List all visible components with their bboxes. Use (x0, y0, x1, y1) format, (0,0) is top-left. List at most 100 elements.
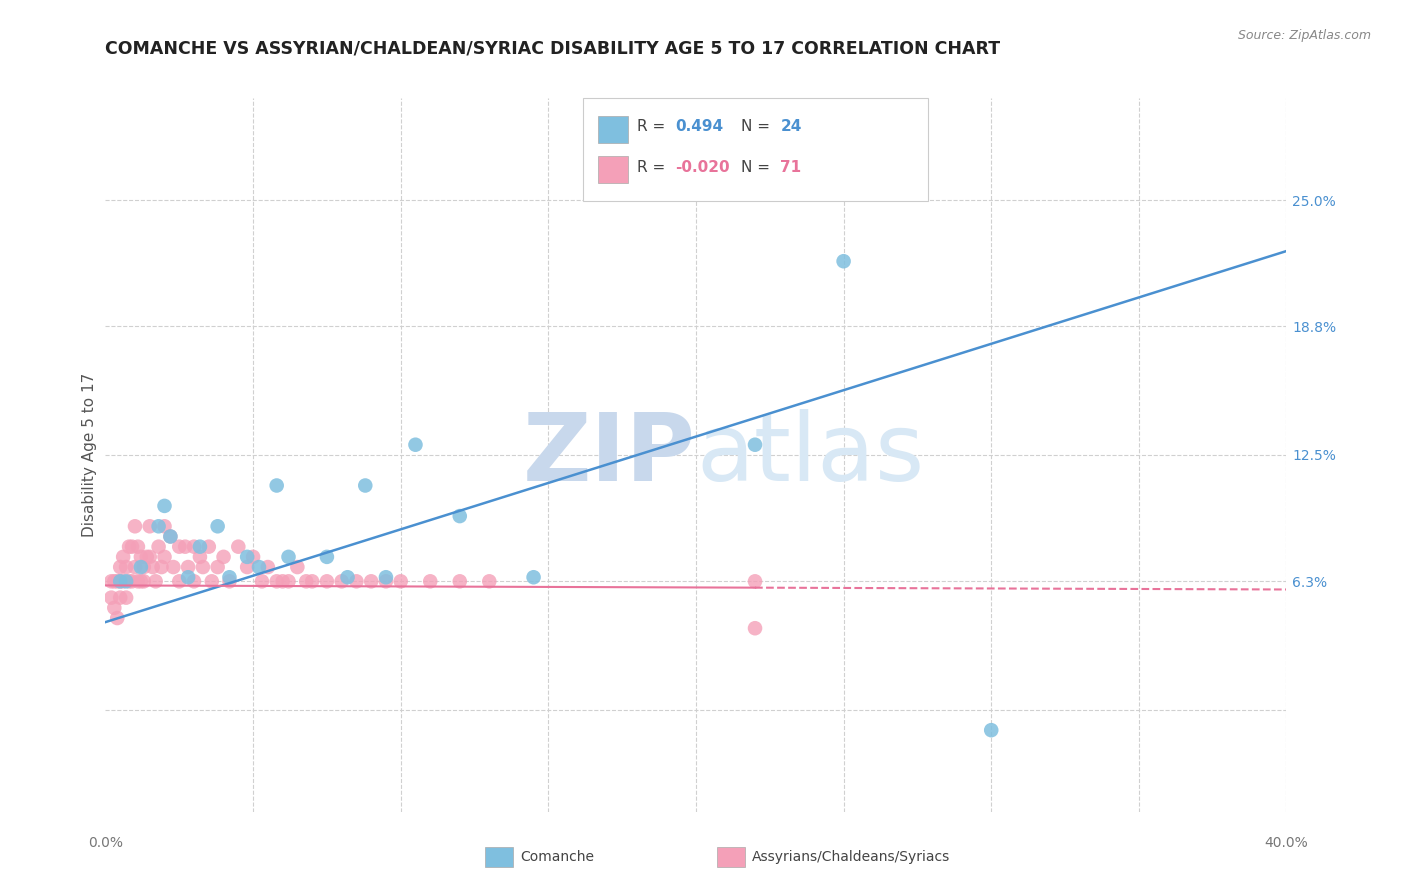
Point (218, 570, 240, 584)
Point (105, 574, 128, 589)
Text: COMANCHE VS ASSYRIAN/CHALDEAN/SYRIAC DISABILITY AGE 5 TO 17 CORRELATION CHART: COMANCHE VS ASSYRIAN/CHALDEAN/SYRIAC DIS… (105, 40, 1001, 58)
Point (150, 560, 173, 574)
Text: 71: 71 (780, 161, 801, 175)
Point (121, 574, 143, 589)
Point (103, 574, 125, 589)
Point (118, 574, 141, 589)
Point (832, 254, 855, 268)
Point (132, 560, 155, 574)
Point (115, 560, 138, 574)
Text: R =: R = (637, 161, 665, 175)
Point (207, 519, 229, 533)
Point (744, 621, 766, 635)
Point (112, 574, 135, 589)
Point (169, 540, 191, 554)
Point (129, 549, 152, 564)
Point (105, 611, 128, 625)
Point (419, 574, 441, 589)
Point (744, 438, 766, 452)
Point (153, 519, 176, 533)
Point (112, 549, 135, 564)
Point (449, 574, 471, 589)
Point (100, 574, 122, 589)
Point (100, 591, 122, 605)
Point (218, 574, 240, 589)
Point (191, 560, 214, 574)
Point (346, 574, 368, 589)
Point (132, 574, 155, 589)
Point (142, 560, 165, 574)
Point (145, 574, 167, 589)
Point (201, 574, 224, 589)
Point (135, 549, 157, 564)
Text: 0.494: 0.494 (675, 120, 723, 134)
Point (266, 574, 288, 589)
Text: ZIP: ZIP (523, 409, 696, 501)
Text: -0.020: -0.020 (675, 161, 730, 175)
Point (271, 574, 294, 589)
Point (522, 570, 544, 584)
Point (301, 574, 323, 589)
Point (236, 560, 259, 574)
Point (242, 549, 264, 564)
Point (177, 570, 200, 584)
Point (138, 549, 162, 564)
Point (148, 540, 170, 554)
Point (110, 574, 132, 589)
Text: atlas: atlas (696, 409, 924, 501)
Point (226, 540, 250, 554)
Point (236, 549, 259, 564)
Point (169, 574, 191, 589)
Point (287, 560, 309, 574)
Text: Comanche: Comanche (520, 850, 595, 864)
Point (374, 574, 398, 589)
Text: N =: N = (741, 161, 770, 175)
Point (183, 540, 205, 554)
Point (159, 529, 181, 543)
Point (115, 591, 138, 605)
Point (374, 570, 398, 584)
Point (449, 509, 471, 524)
Text: R =: R = (637, 120, 665, 134)
Point (177, 560, 200, 574)
Point (162, 560, 184, 574)
Point (980, 723, 1002, 738)
Point (110, 591, 132, 605)
Point (336, 570, 359, 584)
Point (212, 549, 235, 564)
Point (197, 540, 219, 554)
Point (129, 560, 152, 574)
Point (127, 574, 149, 589)
Point (277, 574, 299, 589)
Point (330, 574, 353, 589)
Point (115, 574, 138, 589)
Point (389, 574, 412, 589)
Point (127, 540, 149, 554)
Point (478, 574, 501, 589)
Point (266, 478, 288, 492)
Point (188, 549, 211, 564)
Text: 0.0%: 0.0% (89, 836, 122, 850)
Point (277, 549, 299, 564)
Point (118, 540, 141, 554)
Point (110, 574, 132, 589)
Point (405, 438, 427, 452)
Text: N =: N = (741, 120, 770, 134)
Point (360, 574, 382, 589)
Point (354, 478, 377, 492)
Point (124, 519, 146, 533)
Point (183, 574, 205, 589)
Point (159, 529, 181, 543)
Text: Assyrians/Chaldeans/Syriacs: Assyrians/Chaldeans/Syriacs (752, 850, 950, 864)
Point (295, 574, 318, 589)
Text: Source: ZipAtlas.com: Source: ZipAtlas.com (1237, 29, 1371, 42)
Point (744, 574, 766, 589)
Text: 40.0%: 40.0% (1264, 836, 1309, 850)
Point (256, 560, 278, 574)
Text: 24: 24 (780, 120, 801, 134)
Point (315, 574, 337, 589)
Point (148, 519, 170, 533)
Point (174, 540, 197, 554)
Y-axis label: Disability Age 5 to 17: Disability Age 5 to 17 (82, 373, 97, 537)
Point (124, 560, 146, 574)
